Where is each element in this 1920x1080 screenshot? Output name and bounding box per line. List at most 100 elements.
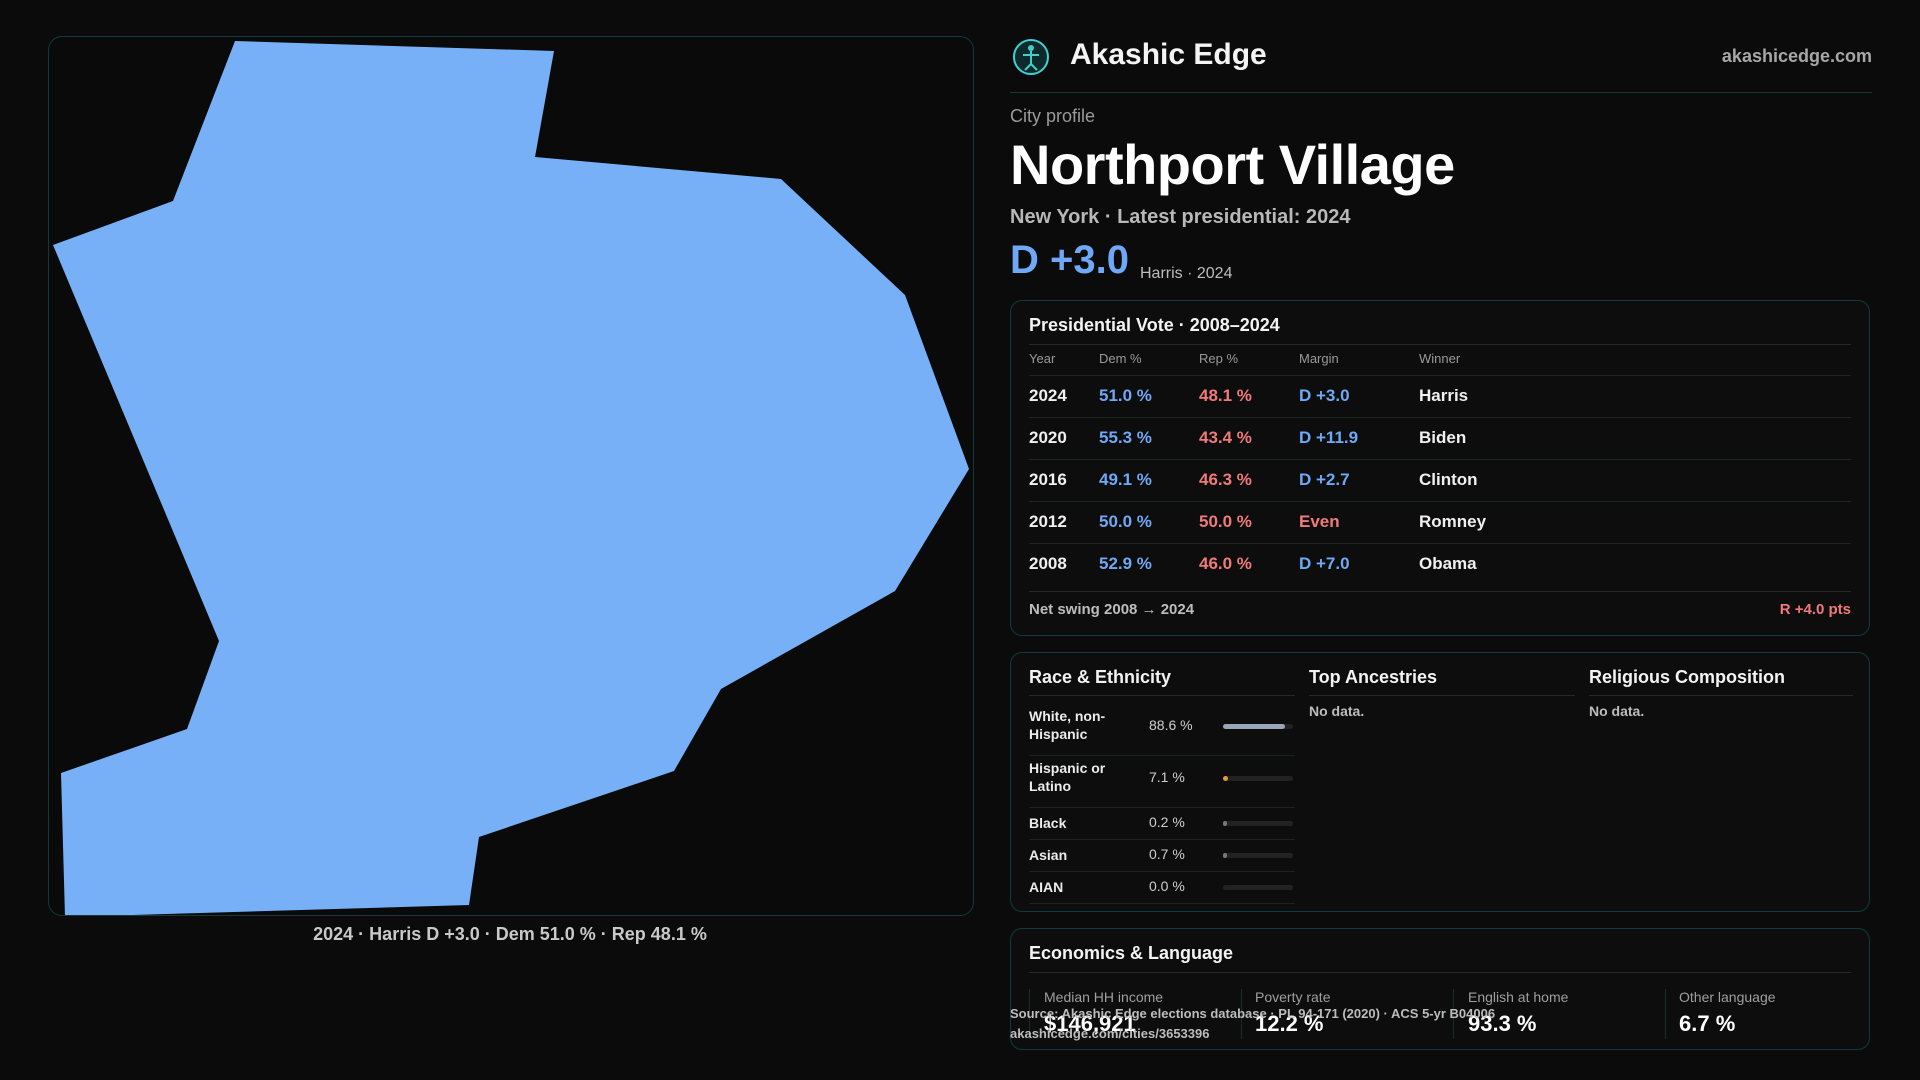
stat-divider <box>1241 989 1242 1039</box>
year-cell: 2016 <box>1029 470 1067 489</box>
poverty-rate-stat: Poverty rate 12.2 % <box>1255 989 1455 1041</box>
margin-cell: D +7.0 <box>1299 554 1350 573</box>
card-divider <box>1029 591 1851 592</box>
race-row: AIAN 0.0 % <box>1029 871 1295 904</box>
rep-pct-cell: 50.0 % <box>1199 512 1252 531</box>
religion-empty: No data. <box>1589 703 1645 719</box>
race-label: Hispanic or Latino <box>1029 760 1106 794</box>
presidential-vote-title: Presidential Vote · 2008–2024 <box>1029 315 1280 335</box>
race-share-bar <box>1223 821 1293 826</box>
race-row: Black 0.2 % <box>1029 807 1295 840</box>
page-eyebrow: City profile <box>1010 106 1096 126</box>
dem-pct-cell: 52.9 % <box>1099 554 1152 573</box>
stat-label: Other language <box>1679 989 1776 1005</box>
race-share-fill <box>1223 821 1227 826</box>
stat-divider <box>1029 989 1030 1039</box>
stat-value: 12.2 % <box>1255 1011 1324 1036</box>
card-divider <box>1029 972 1851 973</box>
col-header-winner: Winner <box>1419 351 1461 366</box>
col-header-year: Year <box>1029 351 1056 366</box>
vote-row-2024: 2024 51.0 % 48.1 % D +3.0 Harris <box>1029 375 1851 418</box>
race-row: Hispanic or Latino 7.1 % <box>1029 755 1295 808</box>
race-label: Asian <box>1029 847 1068 863</box>
race-share-bar <box>1223 724 1293 729</box>
race-value: 0.2 % <box>1149 814 1185 830</box>
stat-value: 6.7 % <box>1679 1011 1736 1036</box>
race-label: White, non-Hispanic <box>1029 708 1106 742</box>
margin-cell: Even <box>1299 512 1340 531</box>
race-share-bar <box>1223 776 1293 781</box>
race-value: 88.6 % <box>1149 717 1193 733</box>
stat-label: English at home <box>1468 989 1569 1005</box>
state-and-election-subline: New York · Latest presidential: 2024 <box>1010 206 1351 228</box>
race-share-fill <box>1223 853 1227 858</box>
year-cell: 2020 <box>1029 428 1067 447</box>
winner-cell: Clinton <box>1419 470 1478 489</box>
dem-pct-cell: 55.3 % <box>1099 428 1152 447</box>
page-title: Northport Village <box>1010 133 1455 196</box>
year-cell: 2008 <box>1029 554 1067 573</box>
economics-language-card: Economics & Language Median HH income $1… <box>1010 928 1870 1050</box>
col-header-rep: Rep % <box>1199 351 1239 366</box>
vote-row-2008: 2008 52.9 % 46.0 % D +7.0 Obama <box>1029 543 1851 586</box>
stat-label: Poverty rate <box>1255 989 1331 1005</box>
margin-cell: D +2.7 <box>1299 470 1350 489</box>
religion-title: Religious Composition <box>1589 667 1785 687</box>
race-share-fill <box>1223 776 1228 781</box>
race-value: 0.7 % <box>1149 846 1185 862</box>
race-share-bar <box>1223 885 1293 890</box>
race-share-fill <box>1223 724 1285 729</box>
akashic-logo-icon <box>1013 39 1049 75</box>
margin-cell: D +3.0 <box>1299 386 1350 405</box>
median-income-stat: Median HH income $146,921 <box>1044 989 1244 1041</box>
rep-pct-cell: 48.1 % <box>1199 386 1252 405</box>
brand-header: Akashic Edge akashicedge.com <box>1010 36 1872 80</box>
net-swing-label: Net swing 2008 → 2024 <box>1029 601 1195 618</box>
winner-cell: Romney <box>1419 512 1487 531</box>
race-row: White, non-Hispanic 88.6 % <box>1029 703 1295 756</box>
stat-label: Median HH income <box>1044 989 1164 1005</box>
vote-row-2020: 2020 55.3 % 43.4 % D +11.9 Biden <box>1029 417 1851 460</box>
race-row: Asian 0.7 % <box>1029 839 1295 872</box>
ancestries-empty: No data. <box>1309 703 1365 719</box>
ancestries-title: Top Ancestries <box>1309 667 1438 687</box>
map-panel <box>48 36 974 916</box>
col-header-dem: Dem % <box>1099 351 1142 366</box>
year-cell: 2012 <box>1029 512 1067 531</box>
section-divider <box>1309 695 1575 696</box>
source-note: Source: Akashic Edge elections database … <box>1010 1004 1495 1044</box>
winner-cell: Harris <box>1419 386 1469 405</box>
brand-url-link[interactable]: akashicedge.com <box>1721 46 1872 66</box>
vote-row-2016: 2016 49.1 % 46.3 % D +2.7 Clinton <box>1029 459 1851 502</box>
ancestries-section: Top Ancestries No data. <box>1309 653 1575 913</box>
race-value: 7.1 % <box>1149 769 1185 785</box>
race-label: Black <box>1029 815 1067 831</box>
race-ethnicity-section: Race & Ethnicity White, non-Hispanic 88.6… <box>1029 653 1295 913</box>
race-share-bar <box>1223 853 1293 858</box>
dem-pct-cell: 49.1 % <box>1099 470 1152 489</box>
dem-pct-cell: 51.0 % <box>1099 386 1152 405</box>
section-divider <box>1029 695 1295 696</box>
headline-margin: D +3.0 <box>1010 238 1129 282</box>
net-swing-value: R +4.0 pts <box>1779 601 1851 618</box>
race-ethnicity-title: Race & Ethnicity <box>1029 667 1172 687</box>
year-cell: 2024 <box>1029 386 1067 405</box>
religion-section: Religious Composition No data. <box>1589 653 1853 913</box>
other-language-stat: Other language 6.7 % <box>1679 989 1879 1041</box>
rep-pct-cell: 43.4 % <box>1199 428 1252 447</box>
source-citation: Source: Akashic Edge elections database … <box>1010 1006 1496 1021</box>
source-permalink[interactable]: akashicedge.com/cities/3653396 <box>1010 1026 1210 1041</box>
stat-value: 93.3 % <box>1468 1011 1537 1036</box>
margin-cell: D +11.9 <box>1299 428 1359 447</box>
section-divider <box>1589 695 1853 696</box>
city-boundary-map <box>53 41 969 915</box>
city-boundary-shape[interactable] <box>53 41 969 915</box>
stat-value: $146,921 <box>1044 1011 1136 1036</box>
winner-cell: Obama <box>1419 554 1477 573</box>
english-at-home-stat: English at home 93.3 % <box>1468 989 1668 1041</box>
rep-pct-cell: 46.0 % <box>1199 554 1252 573</box>
map-caption: 2024 · Harris D +3.0 · Dem 51.0 % · Rep … <box>313 924 707 944</box>
winner-cell: Biden <box>1419 428 1467 447</box>
presidential-vote-card: Presidential Vote · 2008–2024 Year Dem %… <box>1010 300 1870 636</box>
col-header-margin: Margin <box>1299 351 1339 366</box>
